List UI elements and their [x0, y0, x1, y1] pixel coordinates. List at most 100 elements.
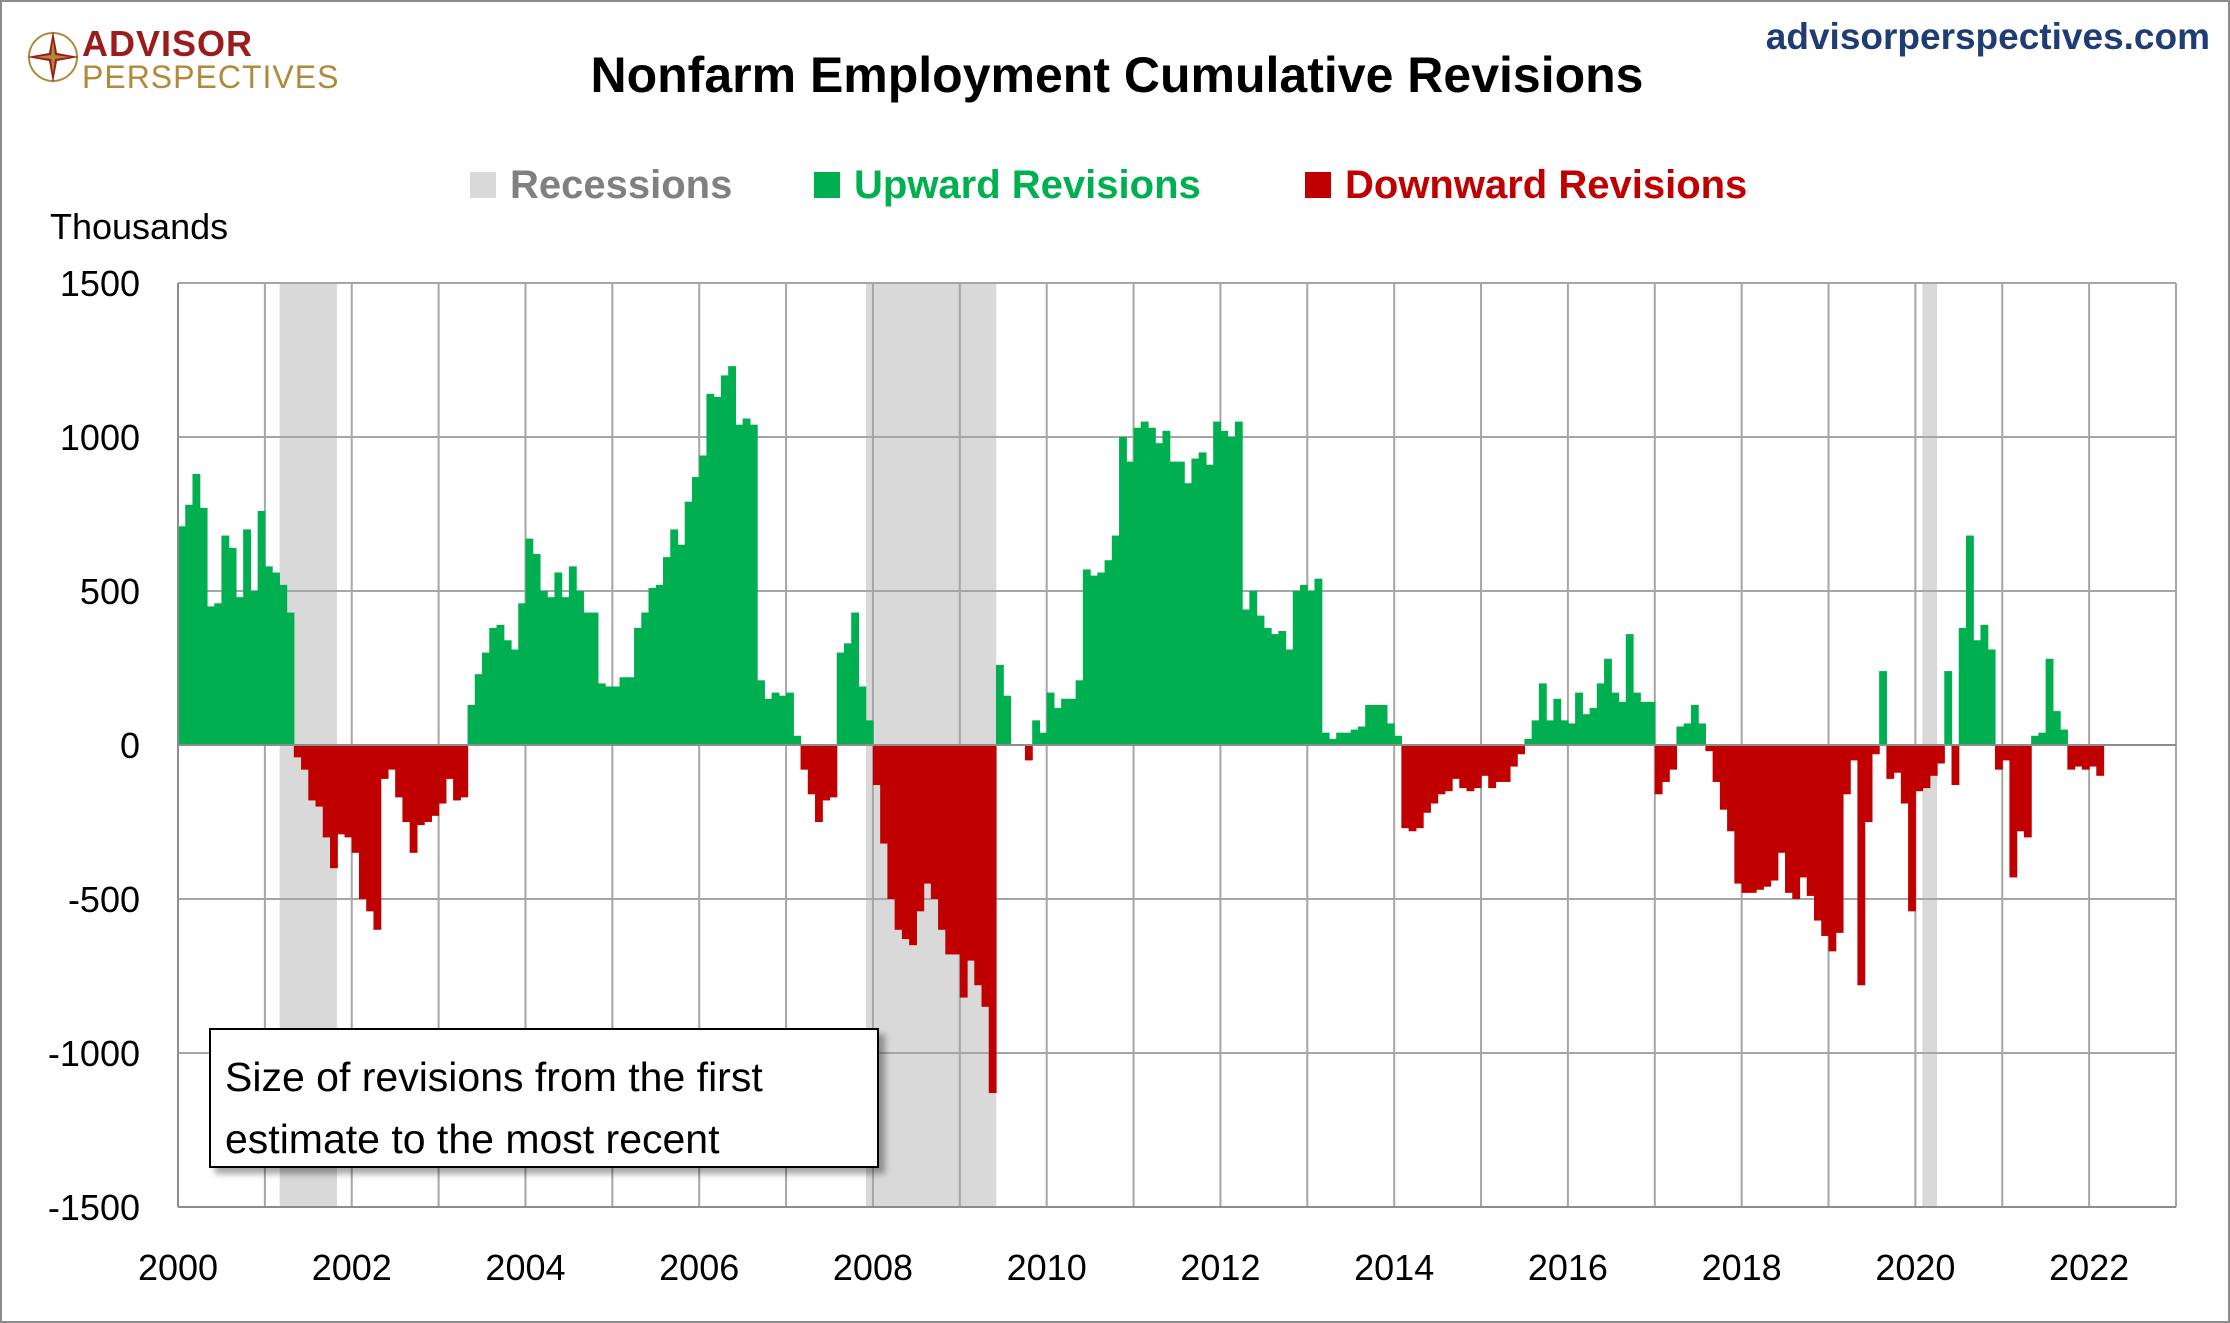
downward-revision-bar — [887, 745, 896, 899]
downward-revision-bar — [1727, 745, 1735, 832]
downward-revision-bar — [1444, 745, 1453, 792]
downward-revision-bar — [308, 745, 317, 801]
upward-revision-bar — [1133, 427, 1142, 745]
upward-revision-bar — [1068, 698, 1077, 745]
legend-swatch-recessions — [470, 172, 496, 198]
upward-revision-bar — [257, 510, 266, 745]
upward-revision-bar — [554, 572, 563, 745]
upward-revision-bar — [1676, 726, 1685, 745]
upward-revision-bar — [1242, 609, 1250, 745]
downward-revision-bar — [424, 745, 432, 822]
upward-revision-bar — [641, 612, 650, 745]
downward-revision-bar — [1886, 745, 1895, 779]
logo-text-advisor: ADVISOR — [82, 23, 254, 64]
upward-revision-bar — [1213, 421, 1221, 745]
upward-revision-bar — [1198, 452, 1207, 745]
downward-revision-bar — [431, 745, 440, 816]
upward-revision-bar — [764, 698, 773, 745]
downward-revision-bar — [1654, 745, 1663, 795]
upward-revision-bar — [1205, 464, 1214, 745]
upward-revision-bar — [1538, 683, 1547, 745]
downward-revision-bar — [916, 745, 925, 912]
downward-revision-bar — [1792, 745, 1801, 899]
legend-label-up: Upward Revisions — [854, 163, 1201, 207]
upward-revision-bar — [1119, 437, 1127, 745]
upward-revision-bar — [793, 735, 802, 745]
downward-revision-bar — [938, 745, 946, 930]
upward-revision-bar — [1524, 738, 1533, 745]
upward-revision-bar — [742, 418, 751, 745]
upward-revision-bar — [1567, 723, 1576, 745]
x-tick-label: 2006 — [659, 1247, 739, 1288]
downward-revision-bar — [409, 745, 418, 853]
downward-revision-bar — [1777, 745, 1786, 853]
downward-revision-bar — [1842, 745, 1851, 795]
downward-revision-bar — [1785, 745, 1793, 893]
upward-revision-bar — [286, 612, 295, 745]
x-tick-label: 2022 — [2049, 1247, 2129, 1288]
downward-revision-bar — [1741, 745, 1750, 893]
y-tick-label: 1000 — [60, 417, 140, 458]
downward-revision-bar — [337, 745, 346, 835]
upward-revision-bar — [228, 547, 237, 745]
upward-revision-bar — [1386, 723, 1395, 745]
upward-revision-bar — [691, 477, 700, 745]
upward-revision-bar — [677, 544, 686, 745]
downward-revision-bar — [1509, 745, 1518, 767]
upward-revision-bar — [995, 664, 1004, 745]
upward-revision-bar — [1176, 461, 1185, 745]
downward-revision-bar — [351, 745, 360, 853]
downward-revision-bar — [293, 745, 302, 758]
downward-revision-bar — [1893, 745, 1902, 773]
upward-revision-bar — [243, 529, 251, 745]
downward-revision-bar — [1828, 745, 1837, 952]
upward-revision-bar — [583, 612, 592, 745]
downward-revision-bar — [1719, 745, 1728, 810]
downward-revision-bar — [1495, 745, 1504, 782]
upward-revision-bar — [1944, 671, 1953, 745]
upward-revision-bar — [1336, 732, 1345, 745]
upward-revision-bar — [2060, 729, 2068, 745]
upward-revision-bar — [1061, 698, 1069, 745]
upward-revision-bar — [1003, 695, 1012, 745]
downward-revision-bar — [1661, 745, 1670, 782]
downward-revision-bar — [1922, 745, 1931, 789]
downward-revision-bar — [1864, 745, 1873, 822]
upward-revision-bar — [279, 584, 288, 745]
upward-revision-bar — [482, 652, 490, 745]
upward-revision-bar — [1234, 421, 1243, 745]
upward-revision-bar — [1191, 458, 1200, 745]
downward-revision-bar — [1937, 745, 1945, 764]
upward-revision-bar — [786, 692, 794, 745]
upward-revision-bar — [1372, 704, 1381, 745]
downward-revision-bar — [1430, 745, 1439, 804]
downward-revision-bar — [1423, 745, 1431, 813]
downward-revision-bar — [829, 745, 838, 798]
y-tick-label: -1500 — [48, 1187, 140, 1228]
site-url[interactable]: advisorperspectives.com — [1765, 16, 2210, 57]
downward-revision-bar — [387, 745, 396, 770]
upward-revision-bar — [619, 677, 628, 745]
upward-revision-bar — [1879, 671, 1887, 745]
upward-revision-bar — [1285, 649, 1294, 745]
downward-revision-bar — [974, 745, 983, 986]
downward-revision-bar — [1900, 745, 1909, 804]
downward-revision-bar — [366, 745, 375, 912]
legend-label-recessions: Recessions — [510, 163, 732, 207]
upward-revision-bar — [1618, 701, 1627, 745]
upward-revision-bar — [1032, 720, 1041, 745]
downward-revision-bar — [1401, 745, 1410, 829]
x-tick-label: 2010 — [1007, 1247, 1087, 1288]
downward-revision-bar — [1857, 745, 1866, 986]
upward-revision-bar — [836, 652, 845, 745]
upward-revision-bar — [272, 572, 280, 745]
downward-revision-bar — [822, 745, 831, 801]
downward-revision-bar — [2089, 745, 2097, 767]
x-tick-label: 2012 — [1180, 1247, 1260, 1288]
x-tick-label: 2018 — [1702, 1247, 1782, 1288]
downward-revision-bar — [315, 745, 324, 807]
upward-revision-bar — [1046, 692, 1055, 745]
x-tick-label: 2014 — [1354, 1247, 1434, 1288]
x-tick-label: 2020 — [1875, 1247, 1955, 1288]
upward-revision-bar — [1263, 627, 1272, 745]
